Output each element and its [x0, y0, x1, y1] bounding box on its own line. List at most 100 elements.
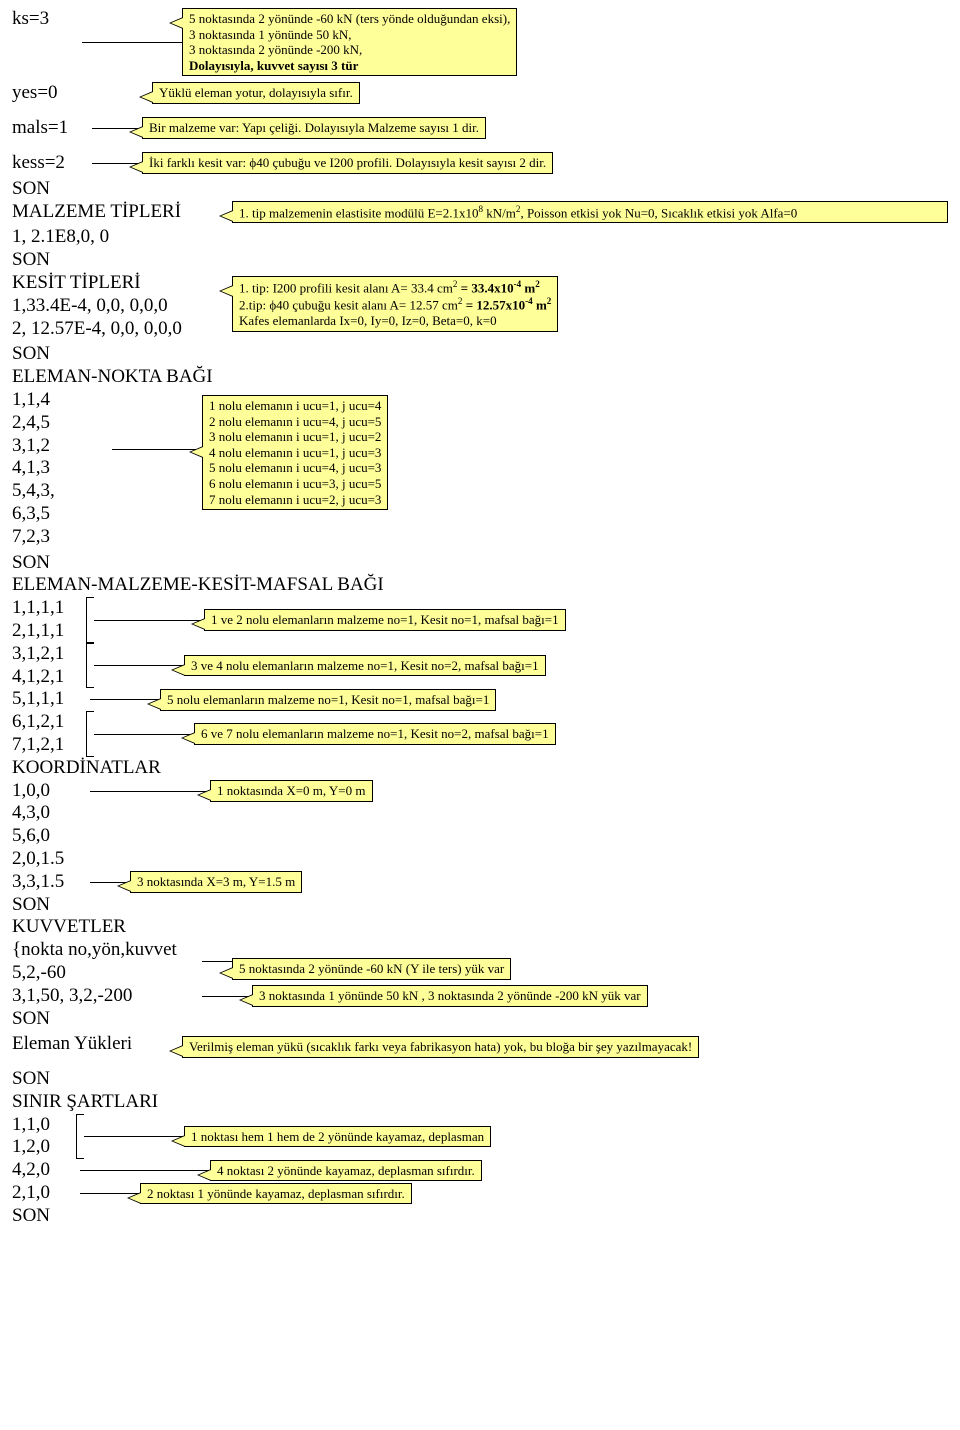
kess-code: kess=2	[12, 152, 92, 175]
son: SON	[12, 1205, 948, 1228]
ks-note-line: Dolayısıyla, kuvvet sayısı 3 tür	[189, 58, 510, 74]
son: SON	[12, 1008, 948, 1031]
note: 4 noktası 2 yönünde kayamaz, deplasman s…	[217, 1163, 475, 1178]
enb-note-line: 4 nolu elemanın i ucu=1, j ucu=3	[209, 445, 381, 461]
malzeme-header: MALZEME TİPLERİ	[12, 201, 222, 224]
mals-callout: Bir malzeme var: Yapı çeliği. Dolayısıyl…	[142, 117, 486, 139]
kesit-note-line: 1. tip: I200 profili kesit alanı A= 33.4…	[239, 279, 551, 296]
enb-row: 4,1,3	[12, 457, 112, 480]
sinir-callout12: 1 noktası hem 1 hem de 2 yönünde kayamaz…	[184, 1126, 491, 1148]
kess-callout: İki farklı kesit var: ϕ40 çubuğu ve I200…	[142, 152, 553, 174]
kesit-row: 1,33.4E-4, 0,0, 0,0,0	[12, 295, 222, 318]
emkmb-row: 7,1,2,1	[12, 734, 82, 757]
bracket-icon	[86, 643, 94, 689]
kuvvet-header: KUVVETLER	[12, 916, 948, 939]
sinir-row: 2,1,0	[12, 1182, 80, 1205]
enb-row: 2,4,5	[12, 412, 112, 435]
kesit-note-line: Kafes elemanlarda Ix=0, Iy=0, Iz=0, Beta…	[239, 313, 551, 329]
kuvvet-sub: {nokta no,yön,kuvvet	[12, 939, 202, 962]
text: kN/m	[483, 205, 516, 220]
note: 5 noktasında 2 yönünde -60 kN (Y ile ter…	[239, 961, 504, 976]
note: 6 ve 7 nolu elemanların malzeme no=1, Ke…	[201, 726, 549, 741]
note: 3 noktasında 1 yönünde 50 kN , 3 noktası…	[259, 988, 641, 1003]
mals-code: mals=1	[12, 117, 92, 140]
ks-note-line: 3 noktasında 2 yönünde -200 kN,	[189, 42, 510, 58]
eleman-yuk-header: Eleman Yükleri	[12, 1033, 172, 1056]
sinir-header: SINIR ŞARTLARI	[12, 1091, 948, 1114]
enb-note-line: 7 nolu elemanın i ucu=2, j ucu=3	[209, 492, 381, 508]
kesit-header: KESİT TİPLERİ	[12, 272, 222, 295]
bracket-icon	[86, 597, 94, 643]
koord-row: 5,6,0	[12, 825, 948, 848]
enb-note-line: 5 nolu elemanın i ucu=4, j ucu=3	[209, 460, 381, 476]
kuvvet-callout2: 3 noktasında 1 yönünde 50 kN , 3 noktası…	[252, 985, 648, 1007]
yes-callout: Yüklü eleman yotur, dolayısıyla sıfır.	[152, 82, 360, 104]
connector	[90, 791, 210, 792]
connector	[82, 42, 182, 43]
note: Verilmiş eleman yükü (sıcaklık farkı vey…	[189, 1039, 692, 1054]
emkmb-callout5: 5 nolu elemanların malzeme no=1, Kesit n…	[160, 689, 496, 711]
emkmb-row: 1,1,1,1	[12, 597, 82, 620]
yes-note: Yüklü eleman yotur, dolayısıyla sıfır.	[159, 85, 353, 100]
kesit-callout: 1. tip: I200 profili kesit alanı A= 33.4…	[232, 276, 558, 331]
emkmb-row: 3,1,2,1	[12, 643, 82, 666]
yes-code: yes=0	[12, 82, 142, 105]
ks-note-line: 5 noktasında 2 yönünde -60 kN (ters yönd…	[189, 11, 510, 27]
sinir-callout4: 2 noktası 1 yönünde kayamaz, deplasman s…	[140, 1183, 412, 1205]
text: 1. tip malzemenin elastisite modülü E=2.…	[239, 205, 478, 220]
son: SON	[12, 178, 948, 201]
kuvvet-row: 3,1,50, 3,2,-200	[12, 985, 202, 1008]
mals-note: Bir malzeme var: Yapı çeliği. Dolayısıyl…	[149, 120, 479, 135]
enb-row: 5,4,3,	[12, 480, 112, 503]
emkmb-row: 5,1,1,1	[12, 688, 90, 711]
connector	[80, 1170, 210, 1171]
connector	[202, 961, 232, 962]
son: SON	[12, 1068, 948, 1091]
malzeme-callout: 1. tip malzemenin elastisite modülü E=2.…	[232, 201, 948, 224]
sinir-row: 1,1,0	[12, 1114, 72, 1137]
note: 5 nolu elemanların malzeme no=1, Kesit n…	[167, 692, 489, 707]
ks-note-line: 3 noktasında 1 yönünde 50 kN,	[189, 27, 510, 43]
note: 1 ve 2 nolu elemanların malzeme no=1, Ke…	[211, 612, 559, 627]
sinir-callout3: 4 noktası 2 yönünde kayamaz, deplasman s…	[210, 1160, 482, 1182]
koord-row: 4,3,0	[12, 802, 948, 825]
malzeme-row: 1, 2.1E8,0, 0	[12, 226, 948, 249]
ks-callout: 5 noktasında 2 yönünde -60 kN (ters yönd…	[182, 8, 517, 76]
note: 3 noktasında X=3 m, Y=1.5 m	[137, 874, 295, 889]
kess-note: İki farklı kesit var: ϕ40 çubuğu ve I200…	[149, 155, 546, 170]
enb-row: 7,2,3	[12, 526, 112, 549]
sinir-row: 1,2,0	[12, 1136, 72, 1159]
sinir-row: 4,2,0	[12, 1159, 80, 1182]
emkmb-callout34: 3 ve 4 nolu elemanların malzeme no=1, Ke…	[184, 655, 546, 677]
emkmb-row: 6,1,2,1	[12, 711, 82, 734]
enb-note-line: 1 nolu elemanın i ucu=1, j ucu=4	[209, 398, 381, 414]
enb-note-line: 3 nolu elemanın i ucu=1, j ucu=2	[209, 429, 381, 445]
emkmb-callout67: 6 ve 7 nolu elemanların malzeme no=1, Ke…	[194, 723, 556, 745]
connector	[94, 620, 204, 621]
note: 2 noktası 1 yönünde kayamaz, deplasman s…	[147, 1186, 405, 1201]
kuvvet-row: 5,2,-60	[12, 962, 202, 985]
koord-callout1: 1 noktasında X=0 m, Y=0 m	[210, 780, 373, 802]
kesit-note-line: 2.tip: ϕ40 çubuğu kesit alanı A= 12.57 c…	[239, 296, 551, 313]
son: SON	[12, 343, 948, 366]
enb-note-line: 6 nolu elemanın i ucu=3, j ucu=5	[209, 476, 381, 492]
kesit-row: 2, 12.57E-4, 0,0, 0,0,0	[12, 318, 222, 341]
emkmb-callout12: 1 ve 2 nolu elemanların malzeme no=1, Ke…	[204, 609, 566, 631]
enb-note-line: 2 nolu elemanın i ucu=4, j ucu=5	[209, 414, 381, 430]
enb-row: 6,3,5	[12, 503, 112, 526]
koord-row: 2,0,1.5	[12, 848, 948, 871]
eleman-yuk-callout: Verilmiş eleman yükü (sıcaklık farkı vey…	[182, 1036, 699, 1058]
son: SON	[12, 894, 948, 917]
koord-row: 3,3,1.5	[12, 871, 90, 894]
son: SON	[12, 552, 948, 575]
enb-callout: 1 nolu elemanın i ucu=1, j ucu=4 2 nolu …	[202, 395, 388, 510]
connector	[94, 734, 194, 735]
enb-row: 3,1,2	[12, 435, 112, 458]
connector	[84, 1136, 184, 1137]
emkmb-row: 4,1,2,1	[12, 666, 82, 689]
note: 1 noktasında X=0 m, Y=0 m	[217, 783, 366, 798]
ks-code: ks=3	[12, 8, 82, 31]
koord-callout5: 3 noktasında X=3 m, Y=1.5 m	[130, 871, 302, 893]
text: , Poisson etkisi yok Nu=0, Sıcaklık etki…	[520, 205, 797, 220]
note: 3 ve 4 nolu elemanların malzeme no=1, Ke…	[191, 658, 539, 673]
